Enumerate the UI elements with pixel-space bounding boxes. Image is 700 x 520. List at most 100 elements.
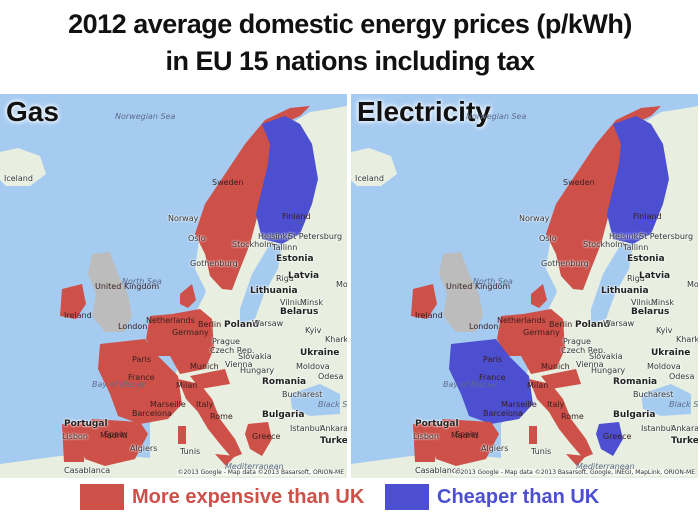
legend-cheaper: Cheaper than UK bbox=[385, 482, 599, 512]
iceland-land bbox=[0, 148, 46, 186]
europe-map-svg bbox=[0, 94, 347, 478]
map-label-lithuania: Lithuania bbox=[250, 286, 298, 296]
map-label-norway: Norway bbox=[168, 214, 199, 223]
iceland-land bbox=[351, 148, 397, 186]
sweden-shape bbox=[556, 122, 629, 290]
map-label-mosc: Mosc bbox=[687, 280, 698, 289]
electricity-map-panel: Electricity Iceland Norwegian Sea Sweden Fi… bbox=[351, 94, 698, 478]
map-label-mediterranean: Mediterranean bbox=[576, 462, 635, 471]
map-label-germany: Germany bbox=[172, 328, 209, 337]
map-label-finland: Finland bbox=[633, 212, 662, 221]
electricity-map bbox=[351, 94, 698, 478]
map-label-gothenburg: Gothenburg bbox=[190, 259, 238, 268]
map-label-czech-rep: Czech Rep. bbox=[210, 346, 255, 355]
map-label-kyiv: Kyiv bbox=[656, 326, 673, 335]
chart-title: 2012 average domestic energy prices (p/k… bbox=[0, 6, 700, 80]
turkey-land bbox=[285, 414, 347, 454]
map-label-finland: Finland bbox=[282, 212, 311, 221]
sweden-shape bbox=[205, 122, 278, 290]
ireland-shape bbox=[411, 284, 437, 319]
map-label-bucharest: Bucharest bbox=[282, 390, 323, 399]
map-label-poland: Poland bbox=[224, 320, 259, 330]
map-label-tallinn: Tallinn bbox=[623, 243, 649, 252]
uk-shape bbox=[88, 252, 132, 332]
map-label-latvia: Latvia bbox=[639, 271, 671, 281]
map-label-istanbul: Istanbul bbox=[641, 424, 674, 433]
map-label-ukraine: Ukraine bbox=[651, 348, 691, 358]
map-label-algiers: Algiers bbox=[481, 444, 509, 453]
map-label-st-petersburg: St Petersburg bbox=[639, 232, 694, 241]
map-label-berlin: Berlin bbox=[198, 320, 222, 329]
finland-shape bbox=[256, 116, 318, 244]
map-label-sweden: Sweden bbox=[212, 178, 244, 187]
sardinia-shape bbox=[178, 426, 186, 444]
legend-cheaper-label: Cheaper than UK bbox=[437, 485, 600, 508]
map-label-helsinki: Helsinki bbox=[609, 232, 641, 241]
map-label-estonia: Estonia bbox=[627, 254, 665, 264]
map-label-portugal: Portugal bbox=[64, 419, 108, 429]
map-label-moldova: Moldova bbox=[296, 362, 330, 371]
denmark-shape bbox=[180, 284, 196, 308]
map-label-italy: Italy bbox=[547, 400, 565, 409]
map-label-prague: Prague bbox=[212, 337, 240, 346]
map-label-black-sea: Black Sea bbox=[318, 400, 347, 409]
map-label-tunis: Tunis bbox=[180, 447, 201, 456]
legend-expensive-label: More expensive than UK bbox=[132, 485, 365, 508]
map-label-france: France bbox=[479, 373, 506, 382]
black-sea bbox=[290, 384, 340, 416]
gas-map-credit: ©2013 Google - Map data ©2013 Basarsoft,… bbox=[177, 469, 344, 476]
map-label-sweden: Sweden bbox=[563, 178, 595, 187]
europe-map-svg bbox=[351, 94, 698, 478]
norway-shape bbox=[546, 106, 661, 254]
map-label-germany: Germany bbox=[523, 328, 560, 337]
ireland-shape bbox=[60, 284, 86, 319]
map-label-stockholm: Stockholm bbox=[232, 240, 275, 249]
spain-shape bbox=[80, 419, 148, 466]
map-label-slovakia: Slovakia bbox=[238, 352, 272, 361]
map-label-czech-rep: Czech Rep. bbox=[561, 346, 606, 355]
map-label-norwegian-sea: Norwegian Sea bbox=[466, 112, 527, 121]
map-label-romania: Romania bbox=[613, 377, 658, 387]
map-label-ankara: Ankara bbox=[320, 424, 347, 433]
map-label-bucharest: Bucharest bbox=[633, 390, 674, 399]
map-label-hungary: Hungary bbox=[591, 366, 626, 375]
map-label-madrid: Madrid bbox=[100, 431, 128, 440]
map-label-belarus: Belarus bbox=[280, 307, 319, 317]
map-label-mosc: Mosc bbox=[336, 280, 347, 289]
gas-map-panel: Gas Iceland Norwegian Sea Sweden Finland Nor… bbox=[0, 94, 347, 478]
map-label-munich: Munich bbox=[190, 362, 219, 371]
map-label-spain: Spain bbox=[455, 430, 478, 439]
turkey-land bbox=[636, 414, 698, 454]
map-label-poland: Poland bbox=[575, 320, 610, 330]
sicily-shape bbox=[215, 454, 235, 466]
map-label-tunis: Tunis bbox=[531, 447, 552, 456]
map-label-barcelona: Barcelona bbox=[483, 409, 523, 418]
sardinia-shape bbox=[529, 426, 537, 444]
portugal-shape bbox=[62, 422, 86, 462]
map-label-slovakia: Slovakia bbox=[589, 352, 623, 361]
central-europe-land bbox=[531, 334, 661, 444]
baltic-sea bbox=[591, 244, 633, 324]
map-label-united-kingdom: United Kingdom bbox=[95, 282, 160, 291]
greece-shape bbox=[596, 422, 623, 456]
map-label-greece: Greece bbox=[252, 432, 281, 441]
map-label-netherlands: Netherlands bbox=[146, 316, 195, 325]
map-label-netherlands: Netherlands bbox=[497, 316, 546, 325]
map-label-odesa: Odesa bbox=[318, 372, 344, 381]
map-label-iceland: Iceland bbox=[355, 174, 384, 183]
gas-panel-title: Gas bbox=[6, 96, 59, 127]
map-label-oslo: Oslo bbox=[188, 234, 206, 243]
map-label-turkey: Turkey bbox=[671, 436, 698, 446]
map-label-tallinn: Tallinn bbox=[272, 243, 298, 252]
denmark-shape bbox=[531, 284, 547, 308]
legend-cheaper-swatch bbox=[385, 484, 429, 510]
title-line-2: in EU 15 nations including tax bbox=[165, 46, 535, 76]
map-label-kyiv: Kyiv bbox=[305, 326, 322, 335]
map-label-berlin: Berlin bbox=[549, 320, 573, 329]
map-label-vienna: Vienna bbox=[225, 360, 253, 369]
map-label-algiers: Algiers bbox=[130, 444, 158, 453]
map-label-black-sea: Black Sea bbox=[669, 400, 698, 409]
map-label-paris: Paris bbox=[132, 355, 152, 364]
map-label-greece: Greece bbox=[603, 432, 632, 441]
portugal-shape bbox=[413, 422, 437, 462]
